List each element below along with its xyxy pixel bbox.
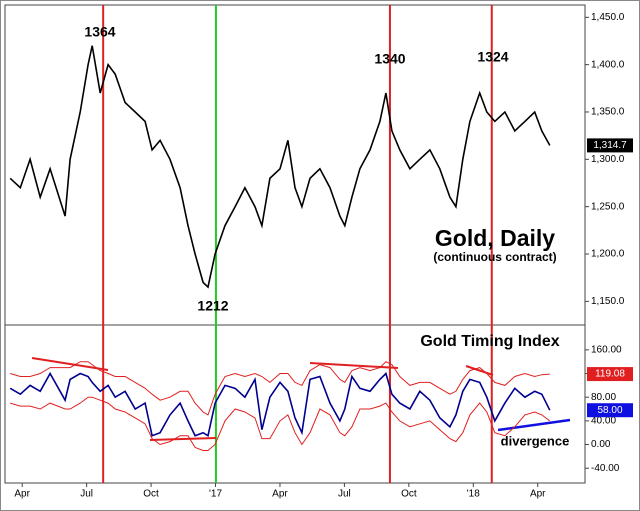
last-value-box [587, 403, 633, 418]
last-value-box [587, 367, 633, 382]
chart-title: Gold, Daily [435, 225, 555, 251]
annotation: 1340 [374, 51, 405, 67]
series-line [9, 371, 551, 437]
annotation: 1364 [84, 24, 115, 40]
y-tick-label: 40.00 [591, 416, 616, 427]
trend-line [465, 365, 494, 376]
last-value-label: 1,314.7 [593, 140, 627, 151]
x-tick-label: '17 [209, 489, 222, 500]
y-tick-label: 1,300.0 [591, 154, 625, 165]
y-tick-label: 1,450.0 [591, 12, 625, 23]
x-tick-label: Apr [272, 489, 288, 500]
y-tick-label: 80.00 [591, 392, 616, 403]
annotation: 1212 [197, 298, 228, 314]
last-value-box [587, 138, 633, 153]
x-tick-label: Oct [401, 489, 417, 500]
x-tick-label: Jul [338, 489, 351, 500]
trend-line [149, 437, 217, 441]
y-tick-label: 1,150.0 [591, 296, 625, 307]
y-tick-label: 1,350.0 [591, 107, 625, 118]
y-tick-label: -40.00 [591, 463, 620, 474]
plot-frame [4, 4, 586, 484]
y-tick-label: 160.00 [591, 344, 622, 355]
last-value-label: 119.08 [595, 369, 625, 380]
trend-line [497, 418, 571, 432]
series-line [10, 361, 550, 416]
x-tick-label: '18 [467, 489, 480, 500]
annotation: divergence [501, 433, 570, 448]
trend-line [31, 357, 109, 371]
series-line [9, 45, 551, 289]
y-tick-label: 0.00 [591, 439, 611, 450]
x-tick-label: Oct [143, 489, 159, 500]
trend-line [309, 362, 399, 369]
y-tick-label: 1,250.0 [591, 201, 625, 212]
last-value-label: 58.00 [597, 405, 622, 416]
annotation: 1324 [477, 49, 508, 65]
x-tick-label: Apr [14, 489, 30, 500]
y-tick-label: 1,400.0 [591, 59, 625, 70]
y-tick-label: 1,200.0 [591, 249, 625, 260]
x-tick-label: Apr [530, 489, 546, 500]
series-line [10, 396, 551, 451]
chart-subtitle: (continuous contract) [433, 250, 556, 264]
chart-title: Gold Timing Index [420, 333, 559, 350]
x-tick-label: Jul [80, 489, 93, 500]
